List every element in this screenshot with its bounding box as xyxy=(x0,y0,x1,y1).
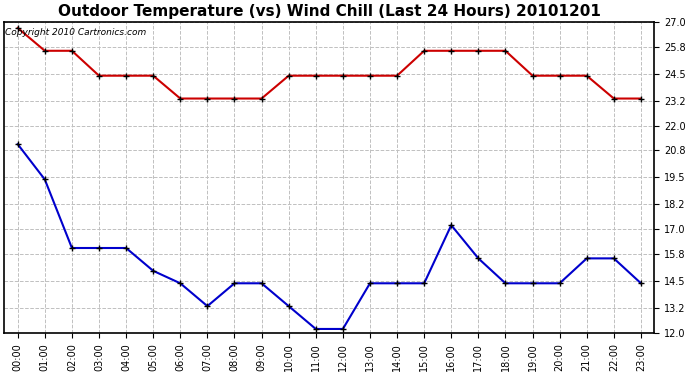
Text: Copyright 2010 Cartronics.com: Copyright 2010 Cartronics.com xyxy=(6,28,147,37)
Title: Outdoor Temperature (vs) Wind Chill (Last 24 Hours) 20101201: Outdoor Temperature (vs) Wind Chill (Las… xyxy=(58,4,601,19)
